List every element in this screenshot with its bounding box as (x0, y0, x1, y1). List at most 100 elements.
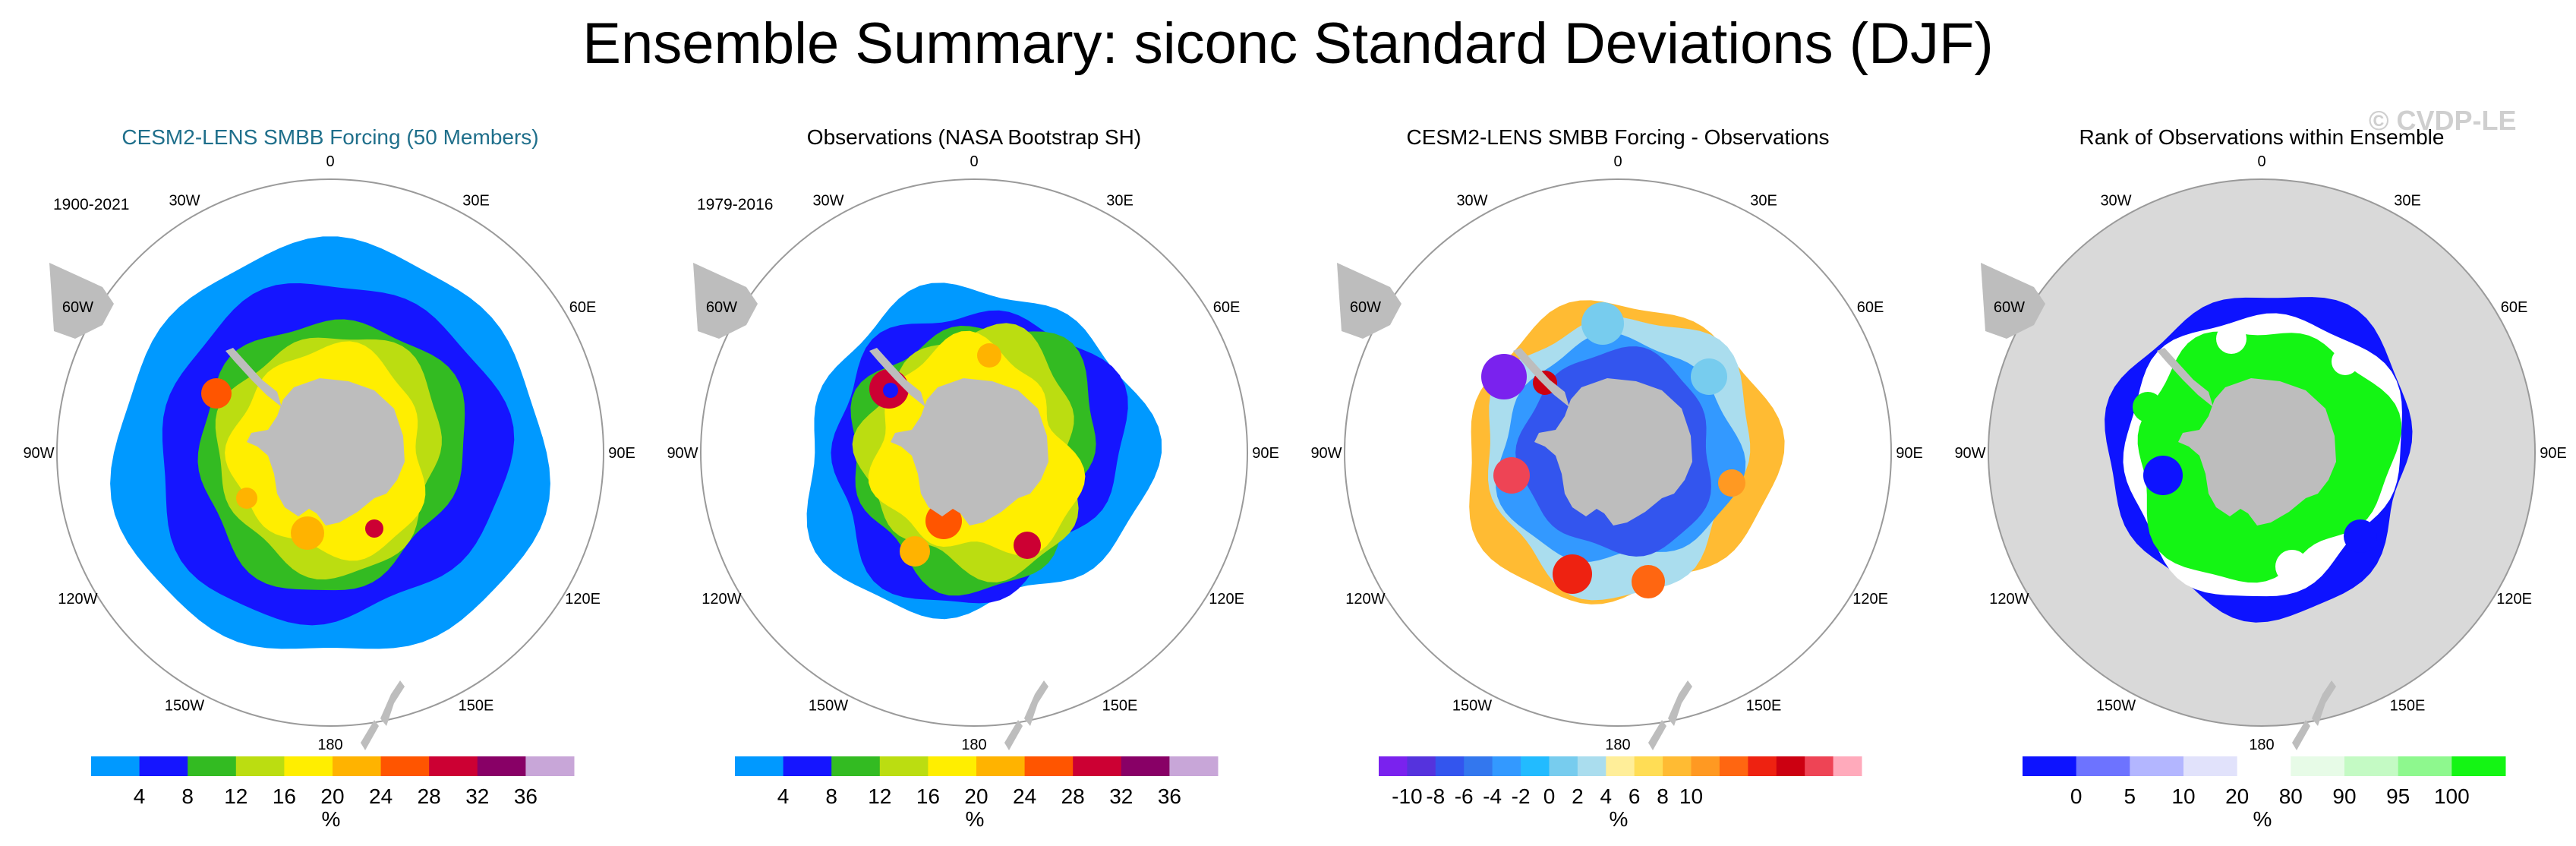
colorbar-tick-label: 20 (2225, 784, 2249, 808)
colorbar-box (139, 756, 188, 776)
colorbar-tick-label: 28 (418, 784, 441, 808)
longitude-label: 120E (1852, 591, 1888, 608)
colorbar-tick-label: 95 (2386, 784, 2410, 808)
longitude-label: 30W (812, 192, 843, 209)
new-zealand-landmass (2292, 680, 2336, 750)
colorbar-box (477, 756, 526, 776)
colorbar-tick-label: 90 (2332, 784, 2356, 808)
colorbar-tick-label: 24 (369, 784, 393, 808)
longitude-label: 150W (2096, 698, 2136, 715)
colorbar-tick-label: 16 (916, 784, 940, 808)
longitude-label: 30E (2394, 192, 2421, 209)
map-title: CESM2-LENS SMBB Forcing - Observations (1406, 125, 1829, 149)
panel-model-stddev: CESM2-LENS SMBB Forcing (50 Members) 1900… (0, 114, 644, 846)
longitude-label: 0 (1613, 153, 1622, 170)
hotspot (2344, 519, 2377, 553)
colorbar-box (2130, 756, 2184, 776)
longitude-label: 90E (608, 445, 635, 462)
colorbar-unit: % (2253, 807, 2272, 831)
hotspot (2216, 324, 2247, 354)
figure-title: Ensemble Summary: siconc Standard Deviat… (582, 11, 1994, 76)
longitude-label: 180 (961, 737, 986, 753)
colorbar-box (1776, 756, 1805, 776)
map-field (693, 263, 1162, 750)
antarctic-peninsula (225, 348, 282, 407)
colorbar-tick-label: 28 (1061, 784, 1085, 808)
colorbar-tick-label: 10 (1679, 784, 1703, 808)
longitude-label: 0 (970, 153, 978, 170)
longitude-label: 120W (702, 591, 741, 608)
colorbar-box (2237, 756, 2291, 776)
longitude-label: 60E (569, 299, 597, 316)
colorbar-box (1492, 756, 1521, 776)
colorbar-tick-label: 2 (1572, 784, 1584, 808)
colorbar-box (1663, 756, 1692, 776)
hotspot (1481, 354, 1527, 399)
model-stddev-map: CESM2-LENS SMBB Forcing (50 Members) 1900… (23, 125, 635, 831)
colorbar-box (1577, 756, 1606, 776)
colorbar-tick-label: 20 (320, 784, 344, 808)
colorbar-box (1521, 756, 1550, 776)
colorbar-box (879, 756, 929, 776)
hotspot (900, 536, 930, 567)
colorbar-unit: % (322, 807, 341, 831)
colorbar-tick-label: -10 (1392, 784, 1422, 808)
colorbar-tick-label: -6 (1455, 784, 1474, 808)
colorbar-tick-label: 32 (465, 784, 489, 808)
difference-map: CESM2-LENS SMBB Forcing - Observations 0 3… (1310, 125, 1922, 831)
map-field (1981, 263, 2413, 750)
south-america-landmass (693, 263, 758, 339)
south-america-landmass (49, 263, 114, 339)
longitude-label: 30E (1750, 192, 1777, 209)
south-america-landmass (1337, 263, 1402, 339)
colorbar-box (1634, 756, 1663, 776)
colorbar-tick-label: 100 (2434, 784, 2470, 808)
period-label: 1979-2016 (697, 196, 773, 213)
colorbar-tick-label: 80 (2279, 784, 2303, 808)
colorbar-tick-label: -2 (1512, 784, 1531, 808)
hotspot (977, 343, 1001, 368)
hotspot (236, 488, 257, 509)
colorbar-tick-label: 8 (1657, 784, 1669, 808)
longitude-label: 150E (1746, 698, 1782, 715)
period-label: 1900-2021 (53, 196, 129, 213)
colorbar-tick-label: -8 (1426, 784, 1445, 808)
hotspot (925, 503, 962, 539)
colorbar-box (333, 756, 382, 776)
colorbar-tick-label: 10 (2171, 784, 2195, 808)
longitude-label: 90W (1310, 445, 1342, 462)
colorbar-tick-label: 36 (1158, 784, 1181, 808)
map-title: CESM2-LENS SMBB Forcing (50 Members) (121, 125, 538, 149)
hotspot (1493, 457, 1530, 494)
colorbar-box (735, 756, 784, 776)
colorbar-box (525, 756, 575, 776)
antarctica-landmass (2178, 378, 2336, 526)
colorbar-box (1073, 756, 1122, 776)
colorbar-tick-label: 36 (514, 784, 538, 808)
rank-map: Rank of Observations within Ensemble 0 30E… (1954, 125, 2567, 831)
hotspot (1718, 469, 1745, 497)
colorbar-box (235, 756, 285, 776)
hotspot (2143, 456, 2183, 495)
longitude-label: 60E (1213, 299, 1241, 316)
colorbar-unit: % (966, 807, 985, 831)
antarctic-peninsula (1513, 348, 1569, 407)
colorbar-box (2023, 756, 2077, 776)
hotspot (2332, 348, 2359, 375)
colorbar-box (1691, 756, 1720, 776)
colorbar-box (1379, 756, 1408, 776)
longitude-label: 150W (809, 698, 848, 715)
colorbar-box (1464, 756, 1493, 776)
antarctic-peninsula (2157, 348, 2213, 407)
longitude-label: 90W (667, 445, 698, 462)
map-field (1337, 263, 1789, 750)
colorbar-box (2183, 756, 2238, 776)
longitude-label: 90E (2540, 445, 2567, 462)
colorbar-box (1833, 756, 1862, 776)
hotspot (2275, 550, 2309, 583)
south-america-landmass (1981, 263, 2045, 339)
longitude-label: 150E (459, 698, 494, 715)
hotspot (291, 516, 324, 550)
colorbar-box (91, 756, 140, 776)
map-field (49, 236, 550, 750)
